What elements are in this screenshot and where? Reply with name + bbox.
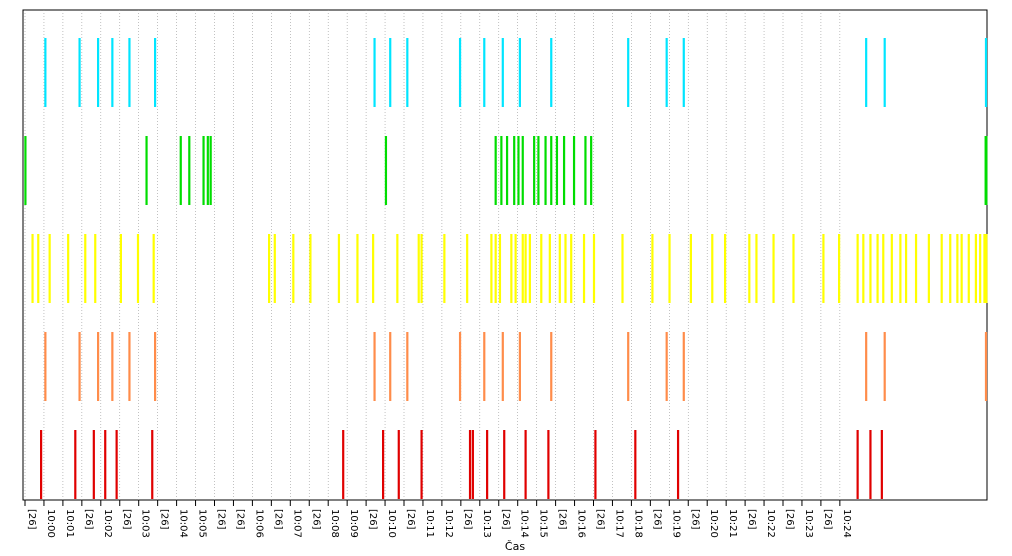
x-tick-label: 10:08 xyxy=(329,509,340,538)
x-tick-label: [26] xyxy=(159,509,170,530)
x-tick-label: [26] xyxy=(651,509,662,530)
x-axis-title: Čas xyxy=(505,540,525,553)
x-tick-label: 10:21 xyxy=(727,509,738,538)
x-tick-label: 10:14 xyxy=(519,509,530,538)
x-tick-label: [26] xyxy=(462,509,473,530)
x-tick-label: 10:09 xyxy=(348,509,359,538)
x-axis-ticks: [26] 10:00 10:01 [26] 10:02 [26] 10:03 [26] 10:0… xyxy=(24,500,852,538)
x-tick-label: [26] xyxy=(121,509,132,530)
x-tick-label: 10:04 xyxy=(178,509,189,538)
x-tick-label: 10:16 xyxy=(576,509,587,538)
x-tick-label: [26] xyxy=(234,509,245,530)
x-tick-label: 10:01 xyxy=(64,509,75,538)
x-tick-label: [26] xyxy=(367,509,378,530)
x-tick-label: 10:03 xyxy=(140,509,151,538)
x-tick-label: 10:15 xyxy=(538,509,549,538)
x-tick-label: 10:06 xyxy=(253,509,264,538)
x-tick-label: 10:13 xyxy=(481,509,492,538)
x-tick-label: 10:00 xyxy=(45,509,56,538)
x-tick-label: [26] xyxy=(500,509,511,530)
x-tick-label: [26] xyxy=(595,509,606,530)
x-tick-label: 10:24 xyxy=(841,509,852,538)
gridlines xyxy=(24,10,841,500)
x-tick-label: 10:12 xyxy=(443,509,454,538)
x-tick-label: 10:10 xyxy=(386,509,397,538)
x-tick-label: [26] xyxy=(557,509,568,530)
x-tick-label: 10:22 xyxy=(765,509,776,538)
x-tick-label: [26] xyxy=(83,509,94,530)
x-tick-label: [26] xyxy=(822,509,833,530)
x-tick-label: [26] xyxy=(216,509,227,530)
x-tick-label: 10:02 xyxy=(102,509,113,538)
x-tick-label: 10:11 xyxy=(424,509,435,538)
x-tick-label: [26] xyxy=(689,509,700,530)
x-tick-label: 10:17 xyxy=(613,509,624,538)
x-tick-label: [26] xyxy=(784,509,795,530)
event-marks xyxy=(24,38,988,499)
x-tick-label: [26] xyxy=(405,509,416,530)
x-tick-label: 10:05 xyxy=(197,509,208,538)
x-tick-label: [26] xyxy=(310,509,321,530)
x-tick-label: 10:19 xyxy=(670,509,681,538)
plot-frame xyxy=(22,9,988,501)
x-tick-label: 10:23 xyxy=(803,509,814,538)
x-tick-label: [26] xyxy=(26,509,37,530)
x-tick-label: 10:18 xyxy=(632,509,643,538)
x-tick-label: 10:20 xyxy=(708,509,719,538)
x-tick-label: [26] xyxy=(272,509,283,530)
x-tick-label: 10:07 xyxy=(291,509,302,538)
x-tick-label: [26] xyxy=(746,509,757,530)
